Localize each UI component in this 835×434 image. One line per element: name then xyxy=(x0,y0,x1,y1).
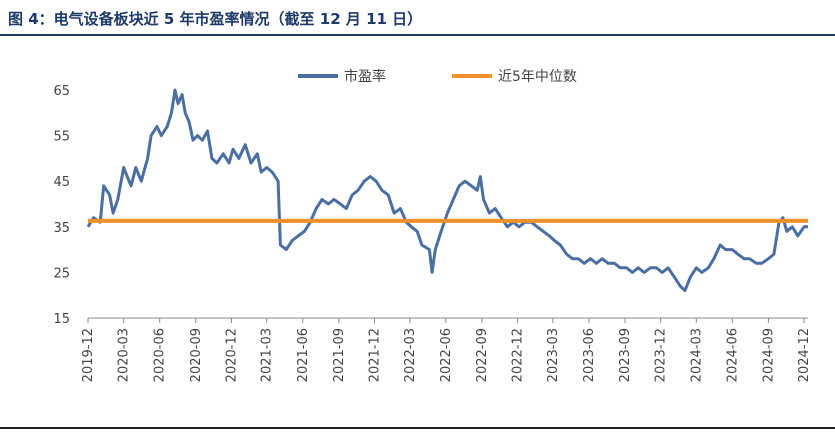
x-tick-label: 2022-09 xyxy=(475,328,490,382)
x-tick-label: 2020-06 xyxy=(153,328,168,382)
y-tick-label: 65 xyxy=(53,84,70,99)
y-axis-ticks: 15 25 35 45 55 65 xyxy=(53,84,70,327)
bottom-rule xyxy=(0,427,835,429)
y-tick-label: 55 xyxy=(53,130,70,145)
series-line-pe xyxy=(86,88,808,293)
legend: 市盈率 近5年中位数 xyxy=(298,68,577,85)
x-tick-label: 2022-12 xyxy=(511,328,526,382)
y-tick-label: 25 xyxy=(53,266,70,281)
legend-label: 近5年中位数 xyxy=(498,69,577,85)
x-tick-label: 2023-09 xyxy=(618,328,633,382)
x-tick-label: 2024-03 xyxy=(689,328,704,382)
x-tick-label: 2024-06 xyxy=(725,328,740,382)
x-tick-label: 2024-09 xyxy=(761,328,776,382)
x-tick-label: 2021-12 xyxy=(368,328,383,382)
x-tick-label: 2023-06 xyxy=(582,328,597,382)
x-tick-label: 2022-06 xyxy=(439,328,454,382)
legend-label: 市盈率 xyxy=(344,68,386,85)
x-tick-label: 2021-03 xyxy=(260,328,275,382)
x-tick-label: 2022-03 xyxy=(403,328,418,382)
top-rule xyxy=(0,34,835,36)
y-tick-label: 45 xyxy=(53,175,70,190)
x-tick-label: 2020-03 xyxy=(117,328,132,382)
x-tick-label: 2020-12 xyxy=(224,328,239,382)
y-tick-label: 35 xyxy=(53,221,70,236)
x-tick-label: 2020-09 xyxy=(189,328,204,382)
x-tick-label: 2023-12 xyxy=(654,328,669,382)
x-tick-label: 2024-12 xyxy=(797,328,812,382)
x-tick-label: 2019-12 xyxy=(81,328,96,382)
x-tick-label: 2021-06 xyxy=(296,328,311,382)
y-tick-label: 15 xyxy=(53,312,70,327)
figure-title: 图 4：电气设备板块近 5 年市盈率情况（截至 12 月 11 日） xyxy=(8,10,423,28)
x-tick-label: 2023-03 xyxy=(546,328,561,382)
x-tick-label: 2021-09 xyxy=(332,328,347,382)
x-axis: 2019-12 2020-03 2020-06 2020-09 2020-12 2021-… xyxy=(81,317,812,382)
plot-lines xyxy=(86,88,808,293)
